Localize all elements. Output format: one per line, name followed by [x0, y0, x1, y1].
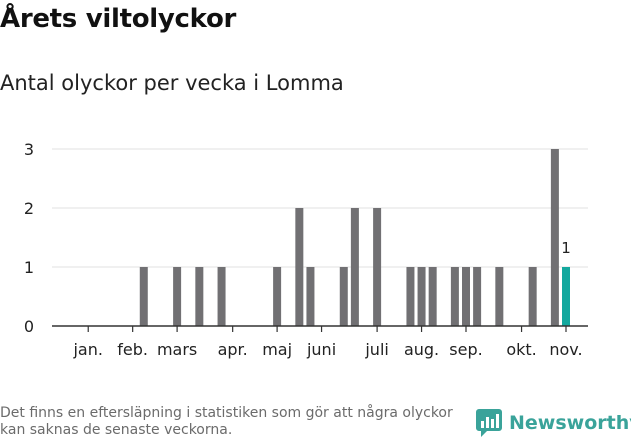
- chart-title: Årets viltolyckor: [0, 4, 237, 34]
- y-tick-label: 2: [24, 199, 34, 218]
- bar: [173, 267, 182, 326]
- bar: [428, 267, 437, 326]
- footnote: Det finns en eftersläpning i statistiken…: [0, 405, 453, 438]
- bar: [350, 208, 359, 326]
- x-tick-label: mars: [157, 340, 197, 359]
- x-tick-label: sep.: [449, 340, 482, 359]
- bar: [406, 267, 415, 326]
- x-tick-label: maj: [262, 340, 292, 359]
- bar: [462, 267, 470, 326]
- x-tick-label: juni: [306, 340, 336, 359]
- newsworthy-logo-icon: [476, 409, 502, 437]
- brand-logo: Newsworthy: [476, 408, 631, 438]
- bar: [195, 267, 204, 326]
- x-tick-label: jan.: [72, 340, 102, 359]
- bar: [295, 208, 304, 326]
- bar: [306, 267, 315, 326]
- chart-subtitle: Antal olyckor per vecka i Lomma: [0, 71, 344, 95]
- y-tick-label: 3: [24, 140, 34, 159]
- bar: [417, 267, 426, 326]
- bar: [473, 267, 482, 326]
- bar: [339, 267, 348, 326]
- x-tick-label: nov.: [549, 340, 582, 359]
- x-tick-label: apr.: [218, 340, 248, 359]
- x-tick-label: feb.: [117, 340, 148, 359]
- y-tick-label: 1: [24, 258, 34, 277]
- bar: [495, 267, 504, 326]
- bar: [139, 267, 148, 326]
- bar: [217, 267, 226, 326]
- bar: [550, 149, 559, 326]
- bar: [450, 267, 459, 326]
- bar: [373, 208, 382, 326]
- bar: [528, 267, 537, 326]
- bar-chart: 0 1 2 3 1 jan. feb. mars apr. maj juni juli aug. sep.…: [24, 140, 588, 359]
- brand-name: Newsworthy: [509, 412, 631, 434]
- y-tick-label: 0: [24, 317, 34, 336]
- x-tick-label: juli: [364, 340, 388, 359]
- x-tick-label: aug.: [404, 340, 439, 359]
- highlight-bar: [562, 267, 570, 326]
- x-tick-label: okt.: [506, 340, 536, 359]
- data-label: 1: [561, 239, 571, 257]
- bar: [273, 267, 282, 326]
